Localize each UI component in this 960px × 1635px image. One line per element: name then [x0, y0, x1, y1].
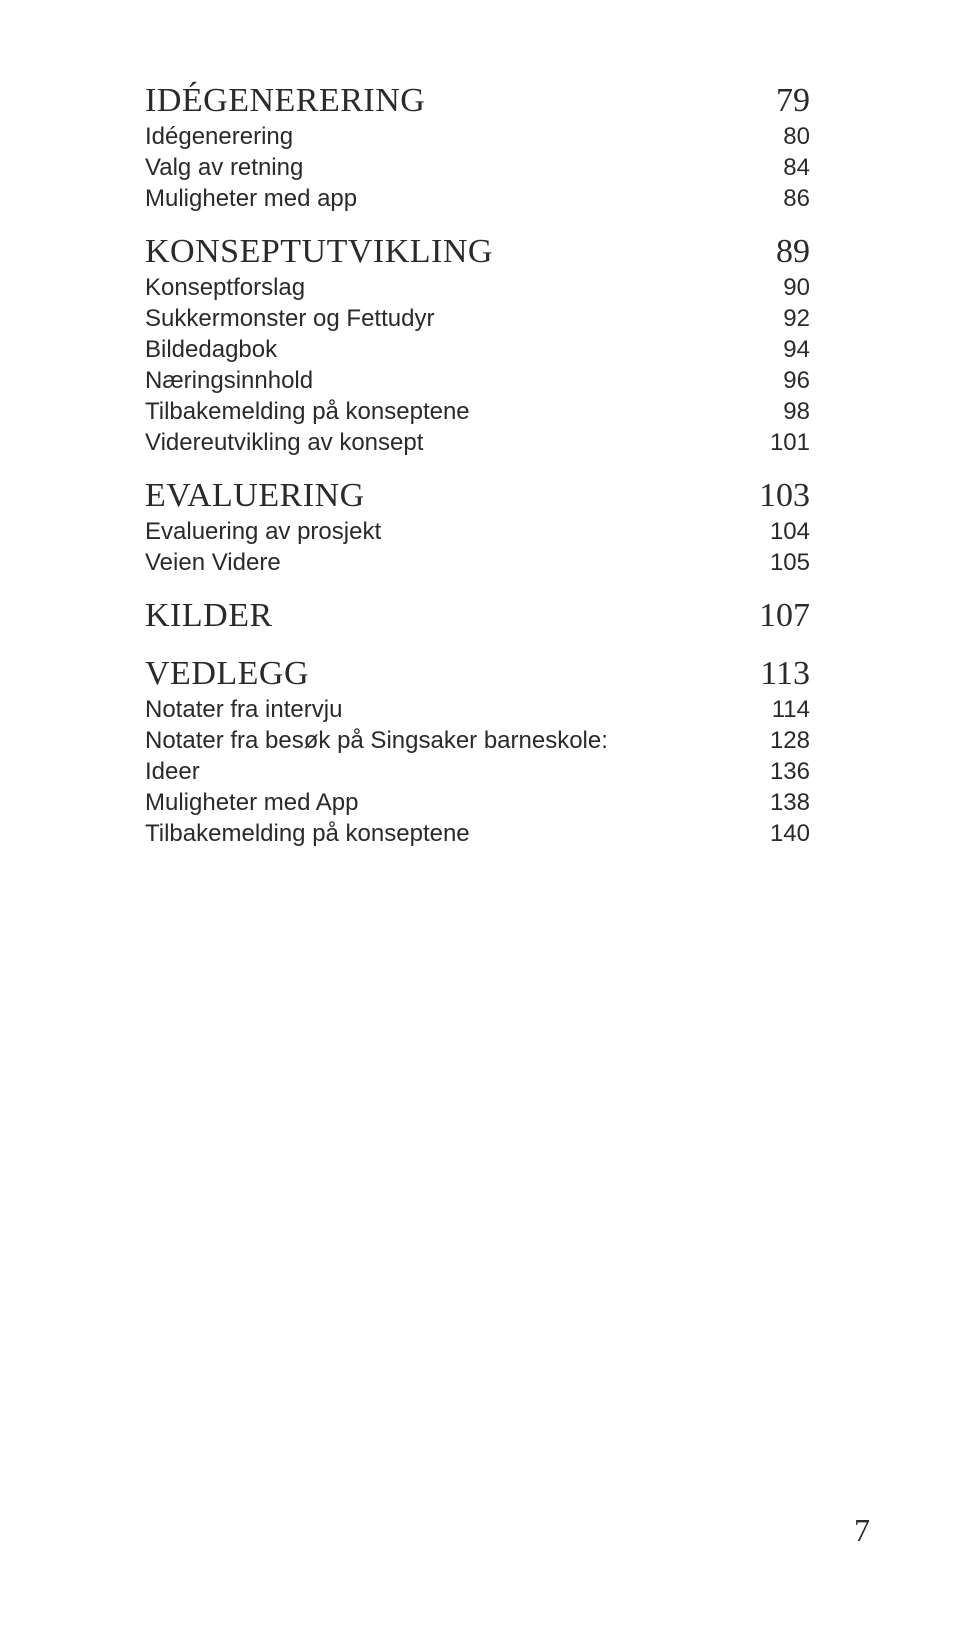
toc-item-row: Notater fra intervju 114 — [145, 698, 810, 722]
toc-item-row: Evaluering av prosjekt 104 — [145, 520, 810, 544]
toc-heading-row: KILDER 107 — [145, 599, 810, 633]
toc-item-row: Veien Videre 105 — [145, 551, 810, 575]
toc-item-row: Muligheter med App 138 — [145, 791, 810, 815]
toc-item-row: Ideer 136 — [145, 760, 810, 784]
toc-item-label: Veien Videre — [145, 551, 281, 575]
toc-heading-label: KONSEPTUTVIKLING — [145, 235, 493, 269]
toc-section: VEDLEGG 113 Notater fra intervju 114 Not… — [145, 657, 810, 846]
toc-heading-page: 113 — [760, 657, 810, 691]
toc-item-label: Evaluering av prosjekt — [145, 520, 381, 544]
toc-item-page: 94 — [783, 338, 810, 362]
toc-item-row: Tilbakemelding på konseptene 140 — [145, 822, 810, 846]
toc-item-page: 80 — [783, 125, 810, 149]
toc-item-label: Idégenerering — [145, 125, 293, 149]
toc-item-page: 114 — [772, 698, 810, 722]
toc-heading-page: 79 — [776, 84, 810, 118]
toc-heading-page: 107 — [759, 599, 810, 633]
toc-item-label: Notater fra besøk på Singsaker barneskol… — [145, 729, 608, 753]
toc-item-page: 90 — [783, 276, 810, 300]
toc-heading-label: KILDER — [145, 599, 273, 633]
toc-section: EVALUERING 103 Evaluering av prosjekt 10… — [145, 479, 810, 575]
toc-item-row: Valg av retning 84 — [145, 156, 810, 180]
toc-item-page: 92 — [783, 307, 810, 331]
toc-item-label: Næringsinnhold — [145, 369, 313, 393]
toc-heading-label: EVALUERING — [145, 479, 365, 513]
toc-item-row: Bildedagbok 94 — [145, 338, 810, 362]
toc-item-row: Muligheter med app 86 — [145, 187, 810, 211]
toc-item-page: 138 — [770, 791, 810, 815]
toc-item-page: 98 — [783, 400, 810, 424]
toc-item-label: Bildedagbok — [145, 338, 277, 362]
toc-item-page: 105 — [770, 551, 810, 575]
toc-item-page: 96 — [783, 369, 810, 393]
toc-section: KILDER 107 — [145, 599, 810, 633]
toc-heading-row: EVALUERING 103 — [145, 479, 810, 513]
toc-item-label: Konseptforslag — [145, 276, 305, 300]
toc-item-page: 101 — [770, 431, 810, 455]
toc-heading-row: VEDLEGG 113 — [145, 657, 810, 691]
toc-item-label: Muligheter med app — [145, 187, 357, 211]
toc-item-page: 136 — [770, 760, 810, 784]
toc-page: IDÉGENERERING 79 Idégenerering 80 Valg a… — [0, 0, 960, 1635]
toc-item-row: Notater fra besøk på Singsaker barneskol… — [145, 729, 810, 753]
toc-item-page: 140 — [770, 822, 810, 846]
toc-item-row: Sukkermonster og Fettudyr 92 — [145, 307, 810, 331]
toc-item-row: Næringsinnhold 96 — [145, 369, 810, 393]
toc-item-label: Notater fra intervju — [145, 698, 342, 722]
toc-heading-row: KONSEPTUTVIKLING 89 — [145, 235, 810, 269]
toc-item-label: Ideer — [145, 760, 200, 784]
toc-heading-label: VEDLEGG — [145, 657, 309, 691]
toc-item-page: 84 — [783, 156, 810, 180]
toc-item-row: Tilbakemelding på konseptene 98 — [145, 400, 810, 424]
toc-item-label: Tilbakemelding på konseptene — [145, 822, 470, 846]
toc-item-label: Valg av retning — [145, 156, 303, 180]
toc-item-page: 128 — [770, 729, 810, 753]
toc-item-row: Idégenerering 80 — [145, 125, 810, 149]
toc-item-label: Videreutvikling av konsept — [145, 431, 423, 455]
toc-item-label: Sukkermonster og Fettudyr — [145, 307, 434, 331]
toc-item-page: 86 — [783, 187, 810, 211]
toc-item-label: Tilbakemelding på konseptene — [145, 400, 470, 424]
toc-item-label: Muligheter med App — [145, 791, 358, 815]
toc-heading-page: 103 — [759, 479, 810, 513]
toc-heading-row: IDÉGENERERING 79 — [145, 84, 810, 118]
toc-heading-page: 89 — [776, 235, 810, 269]
page-number: 7 — [854, 1512, 870, 1549]
toc-section: KONSEPTUTVIKLING 89 Konseptforslag 90 Su… — [145, 235, 810, 455]
toc-item-page: 104 — [770, 520, 810, 544]
toc-item-row: Videreutvikling av konsept 101 — [145, 431, 810, 455]
toc-section: IDÉGENERERING 79 Idégenerering 80 Valg a… — [145, 84, 810, 211]
toc-item-row: Konseptforslag 90 — [145, 276, 810, 300]
toc-heading-label: IDÉGENERERING — [145, 84, 425, 118]
